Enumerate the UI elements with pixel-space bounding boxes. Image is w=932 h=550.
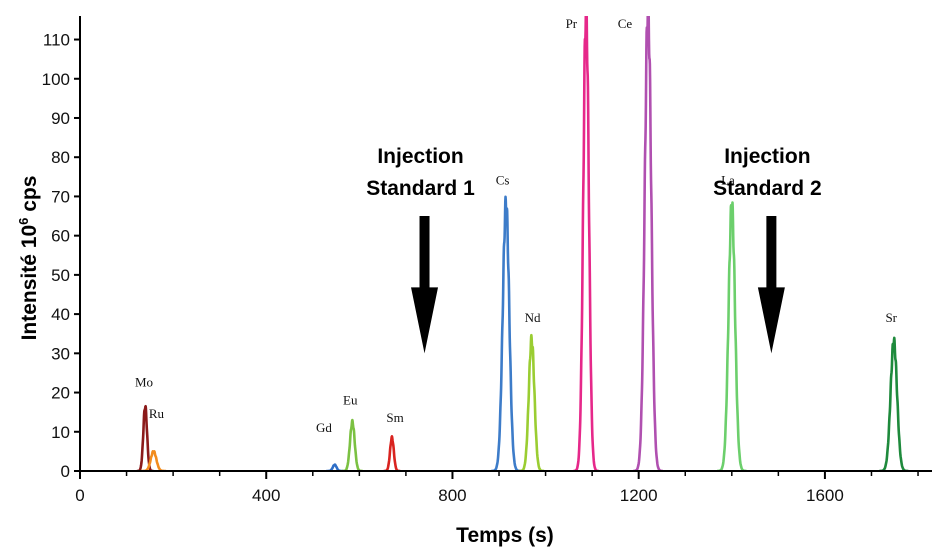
peak-label-ru: Ru: [149, 406, 165, 421]
injection-label-2-line2: Standard 2: [713, 177, 822, 200]
peak-pr: [572, 16, 600, 471]
y-tick-label: 90: [51, 109, 70, 128]
peak-nd: [517, 333, 546, 471]
annotations: Injection Standard 1 Injection Standard 2: [366, 145, 822, 354]
x-tick-label: 1200: [620, 486, 658, 505]
y-tick-label: 40: [51, 305, 70, 324]
y-tick-label: 70: [51, 187, 70, 206]
peak-ce: [632, 16, 664, 471]
peak-label-gd: Gd: [316, 420, 332, 435]
peak-label-pr: Pr: [566, 16, 578, 31]
peak-la: [716, 201, 748, 471]
peak-label-la: La: [721, 173, 735, 188]
y-tick-label: 100: [42, 70, 70, 89]
y-tick-label: 30: [51, 344, 70, 363]
x-tick-label: 800: [438, 486, 466, 505]
injection-label-1-line1: Injection: [377, 145, 463, 168]
y-tick-label: 20: [51, 384, 70, 403]
x-tick-label: 1600: [806, 486, 844, 505]
peak-sm: [382, 435, 402, 471]
y-tick-label: 50: [51, 266, 70, 285]
peak-label-eu: Eu: [343, 392, 358, 407]
peak-label-ce: Ce: [618, 16, 633, 31]
x-tick-label: 0: [75, 486, 84, 505]
peak-labels: Mo Ru Gd Eu Sm Cs Nd Pr Ce La Sr: [135, 16, 898, 435]
y-tick-label: 80: [51, 148, 70, 167]
y-axis-title-superscript: 6: [16, 218, 31, 225]
peak-label-cs: Cs: [496, 173, 510, 188]
peak-sr: [878, 336, 910, 471]
plot-area: [135, 16, 910, 471]
peak-eu: [340, 418, 364, 471]
y-tick-label: 10: [51, 423, 70, 442]
y-tick-label: 110: [43, 31, 70, 50]
peak-label-sm: Sm: [386, 410, 403, 425]
peak-ru: [139, 450, 168, 471]
y-axis-title: Intensité 106 cps: [16, 176, 41, 341]
injection-label-1-line2: Standard 1: [366, 177, 475, 200]
injection-arrow-1: [411, 216, 439, 354]
x-tick-label: 400: [252, 486, 280, 505]
y-axis-title-main: Intensité 10: [18, 225, 41, 341]
x-axis-title: Temps (s): [456, 524, 554, 547]
peak-label-sr: Sr: [885, 310, 897, 325]
y-axis-title-unit: cps: [18, 176, 41, 218]
y-tick-label: 0: [61, 462, 70, 481]
axes: 0 10 20 30 40 50 60 70 80 90 100 110 0 400 800 1200 1600: [42, 16, 932, 505]
y-tick-label: 60: [51, 227, 70, 246]
peak-cs: [490, 195, 522, 471]
injection-label-2-line1: Injection: [724, 145, 810, 168]
peak-label-mo: Mo: [135, 375, 153, 390]
injection-arrow-2: [757, 216, 785, 354]
peak-label-nd: Nd: [525, 310, 541, 325]
